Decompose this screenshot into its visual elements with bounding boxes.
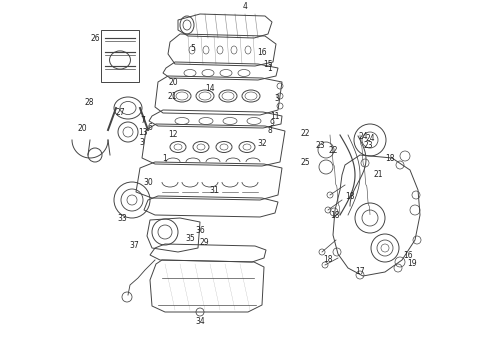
Text: 30: 30 bbox=[143, 177, 153, 186]
Text: 18: 18 bbox=[323, 256, 333, 265]
Text: 23: 23 bbox=[315, 140, 325, 149]
Text: 3: 3 bbox=[274, 94, 279, 103]
Text: 7: 7 bbox=[141, 116, 146, 125]
Text: 1: 1 bbox=[163, 153, 168, 162]
Text: 24: 24 bbox=[365, 134, 375, 143]
Text: 13: 13 bbox=[138, 127, 148, 136]
Text: 18: 18 bbox=[345, 192, 355, 201]
Text: 16: 16 bbox=[403, 252, 413, 261]
Text: 16: 16 bbox=[257, 48, 267, 57]
Text: 37: 37 bbox=[129, 240, 139, 249]
Text: 22: 22 bbox=[300, 129, 310, 138]
Bar bbox=[101, 30, 139, 82]
Text: 1: 1 bbox=[268, 63, 272, 72]
Text: 3: 3 bbox=[140, 138, 145, 147]
Text: 34: 34 bbox=[195, 318, 205, 327]
Text: 21: 21 bbox=[167, 91, 177, 100]
Text: 8: 8 bbox=[268, 126, 272, 135]
Text: 26: 26 bbox=[90, 33, 100, 42]
Text: 20: 20 bbox=[77, 123, 87, 132]
Text: 9: 9 bbox=[270, 118, 274, 127]
Text: 18: 18 bbox=[330, 211, 340, 220]
Text: 20: 20 bbox=[168, 77, 178, 86]
Text: 36: 36 bbox=[195, 225, 205, 234]
Text: 22: 22 bbox=[328, 145, 338, 154]
Text: 29: 29 bbox=[199, 238, 209, 247]
Text: 6: 6 bbox=[147, 122, 152, 131]
Text: 31: 31 bbox=[209, 185, 219, 194]
Text: 11: 11 bbox=[270, 112, 280, 121]
Text: 4: 4 bbox=[243, 1, 247, 10]
Text: 24: 24 bbox=[358, 131, 368, 140]
Text: 18: 18 bbox=[385, 153, 395, 162]
Text: 33: 33 bbox=[117, 213, 127, 222]
Text: 28: 28 bbox=[84, 98, 94, 107]
Text: 35: 35 bbox=[185, 234, 195, 243]
Text: 17: 17 bbox=[355, 267, 365, 276]
Text: 23: 23 bbox=[363, 140, 373, 149]
Text: 12: 12 bbox=[168, 130, 178, 139]
Text: 25: 25 bbox=[300, 158, 310, 166]
Text: 15: 15 bbox=[263, 59, 273, 68]
Text: 27: 27 bbox=[115, 108, 125, 117]
Text: 19: 19 bbox=[407, 260, 417, 269]
Text: 14: 14 bbox=[205, 84, 215, 93]
Text: 32: 32 bbox=[257, 139, 267, 148]
Text: 5: 5 bbox=[191, 44, 196, 53]
Text: 21: 21 bbox=[373, 170, 383, 179]
